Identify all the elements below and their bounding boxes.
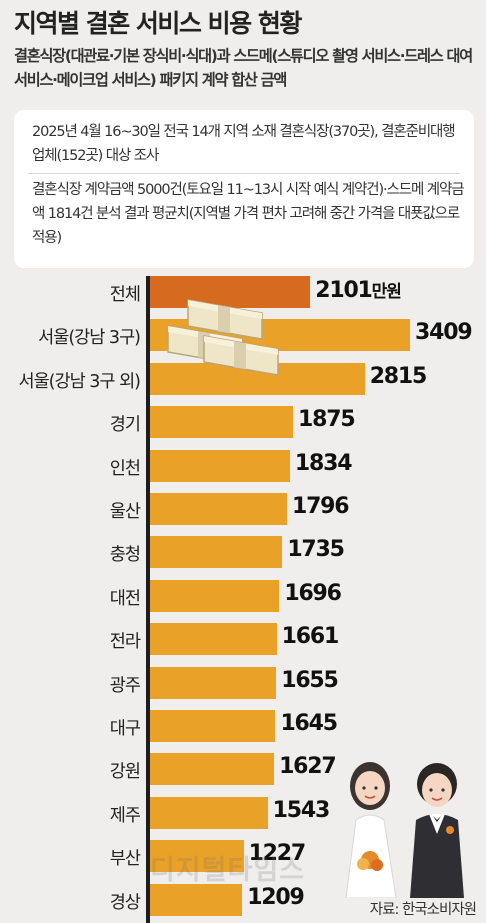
category-label: 대구 <box>109 719 141 739</box>
chart-subtitle: 결혼식장(대관료·기본 장식비·식대)과 스드메(스튜디오 촬영 서비스·드레스… <box>14 47 473 89</box>
watermark: 디지털타임스 <box>150 855 306 886</box>
category-label: 부산 <box>109 849 141 870</box>
source-label: 자료: 한국소비자원 <box>369 902 477 918</box>
category-label: 전라 <box>109 632 141 653</box>
value-label: 3409 <box>415 320 473 346</box>
value-number: 1696 <box>284 580 342 606</box>
category-label: 서울(강남 3구 외) <box>18 371 141 392</box>
bar <box>150 753 275 786</box>
bar <box>150 666 277 699</box>
value-number: 2815 <box>369 363 428 389</box>
value-number: 1796 <box>291 494 350 519</box>
category-label: 충청 <box>109 545 141 566</box>
value-label: 1796 <box>291 494 350 519</box>
category-label: 서울(강남 3구) <box>38 328 141 349</box>
value-number: 1543 <box>272 797 331 823</box>
category-label: 경기 <box>109 415 141 436</box>
value-number: 1627 <box>279 754 337 780</box>
category-label: 광주 <box>109 675 141 696</box>
value-number: 2101 <box>315 278 373 303</box>
value-label: 1227 <box>248 841 307 867</box>
category-label: 제주 <box>109 805 141 826</box>
bar <box>150 579 280 612</box>
value-number: 1834 <box>294 450 353 476</box>
value-label: 1209 <box>247 884 305 910</box>
value-unit: 만원 <box>371 282 402 302</box>
category-label: 강원 <box>109 762 141 783</box>
value-number: 1209 <box>247 884 305 910</box>
value-label: 1655 <box>281 667 339 693</box>
value-label: 1543 <box>272 797 331 823</box>
bar <box>150 493 287 525</box>
category-label: 울산 <box>109 502 141 522</box>
category-label: 대전 <box>109 588 141 609</box>
money-stack-illustration <box>167 299 279 376</box>
value-label: 1875 <box>298 407 356 433</box>
bar <box>150 623 277 656</box>
method-note: 결혼식장 계약금액 5000건(토요일 11~13시 시작 예식 계약건)·스드… <box>32 182 465 246</box>
note-divider <box>28 173 460 174</box>
axis-band <box>146 276 150 923</box>
value-label: 1735 <box>287 537 345 563</box>
bar <box>150 840 244 873</box>
value-label: 1834 <box>294 450 353 476</box>
value-number: 1875 <box>298 407 356 433</box>
value-number: 1735 <box>287 537 345 563</box>
bar <box>150 796 268 829</box>
value-label: 2815 <box>369 363 428 389</box>
value-label: 2101만원 <box>315 277 402 303</box>
value-label: 1645 <box>280 711 338 736</box>
value-label: 1627 <box>279 754 337 780</box>
methodology-box: 2025년 4월 16~30일 전국 14개 지역 소재 결혼식장(370곳),… <box>14 110 474 268</box>
bar <box>150 536 283 569</box>
value-number: 3409 <box>415 320 473 346</box>
chart-title: 지역별 결혼 서비스 비용 현황 <box>14 9 302 38</box>
value-number: 1227 <box>248 841 307 867</box>
value-number: 1655 <box>281 667 339 693</box>
value-label: 1661 <box>281 624 340 650</box>
bar <box>150 883 243 916</box>
bar <box>150 710 276 742</box>
value-number: 1645 <box>280 711 338 736</box>
category-label: 경상 <box>109 892 141 913</box>
bar <box>150 406 293 439</box>
survey-note: 2025년 4월 16~30일 전국 14개 지역 소재 결혼식장(370곳),… <box>32 124 456 164</box>
value-number: 1661 <box>281 624 340 650</box>
category-label: 인천 <box>109 458 141 479</box>
category-label: 전체 <box>109 285 141 305</box>
bar <box>150 276 311 308</box>
bar <box>150 449 290 482</box>
wedding-couple-illustration <box>345 762 464 898</box>
value-label: 1696 <box>284 580 342 606</box>
